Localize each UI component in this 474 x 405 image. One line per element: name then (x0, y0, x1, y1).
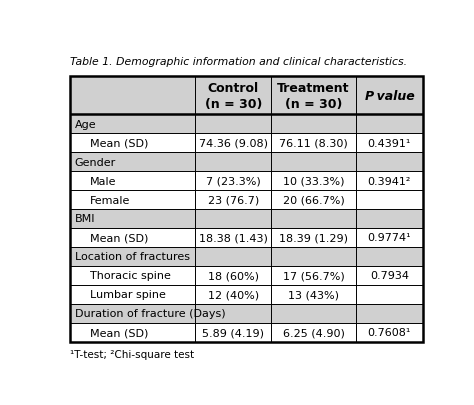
Text: Age: Age (74, 119, 96, 130)
Text: Location of fractures: Location of fractures (74, 252, 190, 262)
Bar (70, 115, 423, 134)
Bar (70, 304, 423, 323)
Text: BMI: BMI (74, 214, 95, 224)
Bar (70, 172, 423, 191)
Bar (70, 77, 423, 342)
Bar (271, 77, 356, 115)
Text: ¹T-test; ²Chi-square test: ¹T-test; ²Chi-square test (70, 350, 194, 360)
Text: 18 (60%): 18 (60%) (208, 271, 259, 281)
Text: Mean (SD): Mean (SD) (90, 327, 148, 337)
Bar (356, 77, 423, 115)
Text: Control
(n = 30): Control (n = 30) (205, 81, 262, 111)
Text: 17 (56.7%): 17 (56.7%) (283, 271, 345, 281)
Bar (70, 134, 423, 153)
Text: Table 1. Demographic information and clinical characteristics.: Table 1. Demographic information and cli… (70, 56, 407, 66)
Text: P value: P value (365, 90, 414, 102)
Text: 76.11 (8.30): 76.11 (8.30) (279, 139, 348, 148)
Bar (70, 209, 423, 228)
Text: 0.9774¹: 0.9774¹ (368, 233, 411, 243)
Text: 7 (23.3%): 7 (23.3%) (206, 176, 261, 186)
Text: Duration of fracture (Days): Duration of fracture (Days) (74, 309, 225, 318)
Text: 20 (66.7%): 20 (66.7%) (283, 195, 345, 205)
Text: Female: Female (90, 195, 130, 205)
Text: 18.38 (1.43): 18.38 (1.43) (199, 233, 268, 243)
Text: 0.3941²: 0.3941² (368, 176, 411, 186)
Bar (70, 228, 423, 247)
Text: Gender: Gender (74, 157, 116, 167)
Bar (70, 191, 423, 209)
Text: 23 (76.7): 23 (76.7) (208, 195, 259, 205)
Text: Mean (SD): Mean (SD) (90, 139, 148, 148)
Text: Male: Male (90, 176, 116, 186)
Text: Lumbar spine: Lumbar spine (90, 290, 165, 300)
Bar (70, 247, 423, 266)
Text: 12 (40%): 12 (40%) (208, 290, 259, 300)
Bar (70, 153, 423, 172)
Text: 13 (43%): 13 (43%) (288, 290, 339, 300)
Text: Thoracic spine: Thoracic spine (90, 271, 171, 281)
Bar (70, 323, 423, 342)
Text: 0.7608¹: 0.7608¹ (368, 327, 411, 337)
Text: Mean (SD): Mean (SD) (90, 233, 148, 243)
Text: 5.89 (4.19): 5.89 (4.19) (202, 327, 264, 337)
Text: 18.39 (1.29): 18.39 (1.29) (279, 233, 348, 243)
Text: 74.36 (9.08): 74.36 (9.08) (199, 139, 268, 148)
Text: 0.4391¹: 0.4391¹ (368, 139, 411, 148)
Bar (195, 77, 271, 115)
Text: 0.7934: 0.7934 (370, 271, 409, 281)
Text: 6.25 (4.90): 6.25 (4.90) (283, 327, 345, 337)
Text: 10 (33.3%): 10 (33.3%) (283, 176, 344, 186)
Bar (70, 77, 195, 115)
Bar (70, 266, 423, 285)
Bar (70, 285, 423, 304)
Text: Treatment
(n = 30): Treatment (n = 30) (277, 81, 350, 111)
